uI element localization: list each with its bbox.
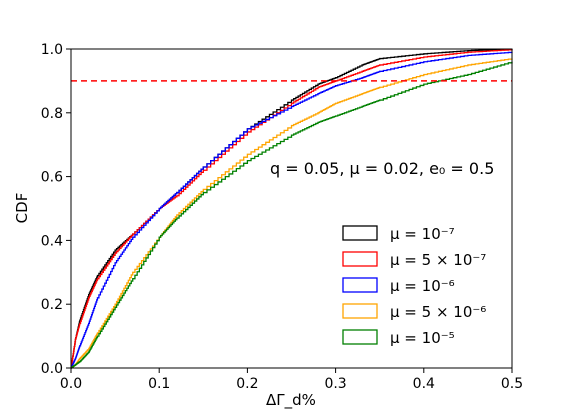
series-group (70, 48, 513, 369)
legend-label: μ = 10⁻⁶ (390, 277, 455, 295)
series-line-3 (70, 58, 513, 369)
ticks-group: 0.0 0.1 0.2 0.3 0.4 0.5 0.0 0.2 0.4 0.6 0.8 1.0 (41, 42, 523, 392)
y-tick-label: 0.6 (41, 170, 63, 186)
series-line-1 (70, 49, 513, 369)
series-line-4 (70, 61, 513, 369)
legend-label: μ = 10⁻⁷ (390, 225, 455, 243)
annotation-text: q = 0.05, μ = 0.02, e₀ = 0.5 (270, 159, 494, 178)
y-tick-label: 0.4 (41, 233, 63, 249)
y-tick-label: 0.8 (41, 106, 63, 122)
x-tick-label: 0.0 (60, 376, 82, 392)
series-line-2 (70, 51, 513, 369)
legend-swatch (342, 225, 378, 241)
legend-label: μ = 5 × 10⁻⁶ (390, 303, 486, 321)
legend-swatch (342, 277, 378, 293)
legend-swatch (342, 329, 378, 345)
x-tick-label: 0.5 (501, 376, 523, 392)
y-axis-title: CDF (13, 193, 31, 224)
x-tick-label: 0.1 (148, 376, 170, 392)
x-tick-label: 0.2 (236, 376, 258, 392)
x-tick-label: 0.4 (413, 376, 435, 392)
legend-label: μ = 10⁻⁵ (390, 329, 455, 347)
x-axis-title: ΔΓ_d% (266, 391, 316, 410)
legend: μ = 10⁻⁷ μ = 5 × 10⁻⁷ μ = 10⁻⁶ μ = 5 × 10⁻⁶… (342, 225, 486, 347)
y-tick-label: 1.0 (41, 42, 63, 58)
legend-swatch (342, 251, 378, 267)
y-tick-label: 0.0 (41, 361, 63, 377)
legend-label: μ = 5 × 10⁻⁷ (390, 251, 486, 269)
y-tick-label: 0.2 (41, 297, 63, 313)
x-tick-label: 0.3 (324, 376, 346, 392)
legend-swatch (342, 303, 378, 319)
plot-frame (70, 48, 513, 369)
